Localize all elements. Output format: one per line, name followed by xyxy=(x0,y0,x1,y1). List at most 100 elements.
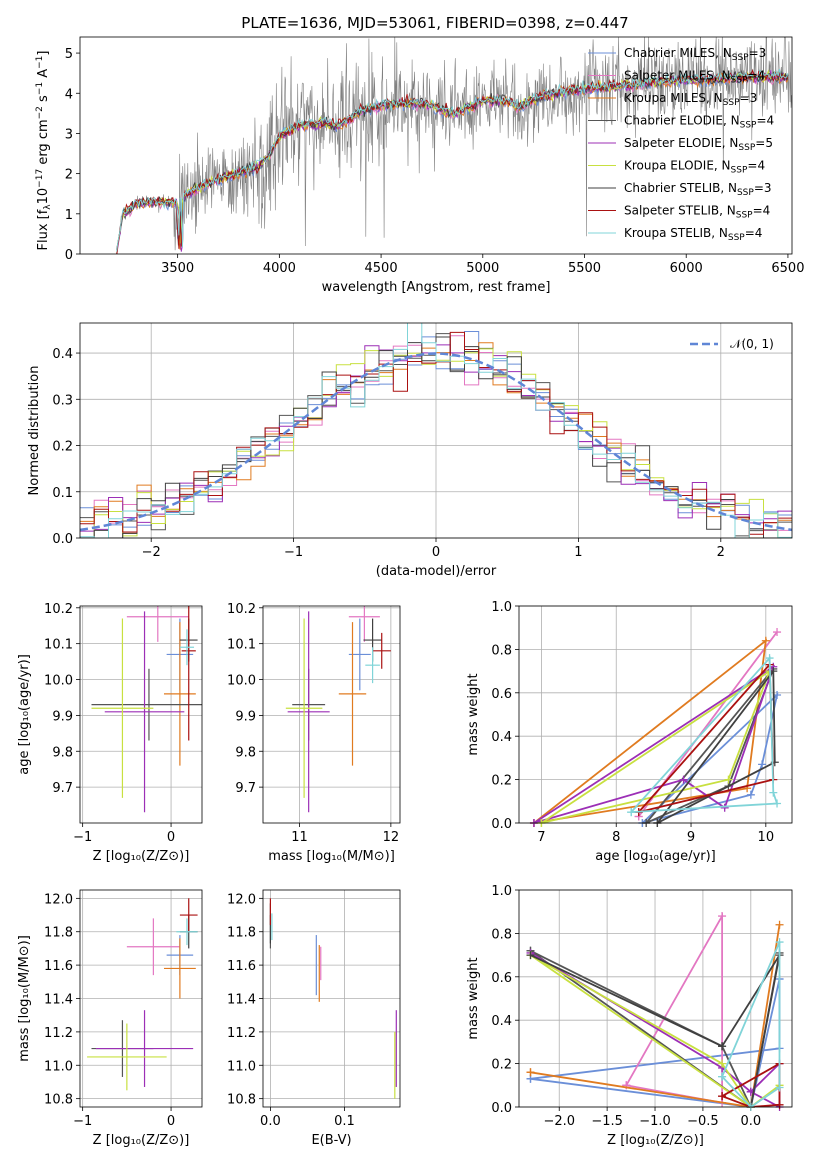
panel-weight-vs-metallicity: −2.0 −1.5 −1.0 −0.5 0.0 0.0 0.2 0.4 0.6 0.8 1.0 Z [… xyxy=(466,884,793,1148)
x-tick-label: 6000 xyxy=(670,261,703,276)
x-tick-label: 3500 xyxy=(161,261,194,276)
legend-label: Chabrier ELODIE, NSSP=4 xyxy=(624,114,774,131)
y-tick-label: 0.8 xyxy=(491,643,512,658)
y-tick-label: 4 xyxy=(65,87,73,102)
weight-series-5 xyxy=(540,668,772,823)
y-label-part: erg cm xyxy=(36,119,51,168)
y-tick-label: 10.1 xyxy=(227,638,256,653)
weight-marker xyxy=(718,1072,727,1081)
y-label-part: A xyxy=(36,69,51,82)
y-tick-label: 0 xyxy=(65,248,73,263)
legend-label: Kroupa MILES, NSSP=3 xyxy=(624,91,757,108)
y-tick-label: 0.0 xyxy=(491,1101,512,1116)
x-tick-label: −2.0 xyxy=(543,1114,575,1129)
y-tick-label: 0.3 xyxy=(52,393,73,408)
legend-subscript: SSP xyxy=(738,143,755,153)
axes-frame xyxy=(79,889,203,1108)
weight-marker xyxy=(720,803,729,812)
y-axis-label: mass [log₁₀(M/M⊙)] xyxy=(17,935,32,1062)
observed-spectrum xyxy=(120,37,792,251)
y-tick-label: 10.0 xyxy=(227,674,256,689)
y-tick-label: 10.2 xyxy=(44,602,73,617)
weight-marker xyxy=(718,1042,727,1051)
x-tick-label: −1.0 xyxy=(639,1114,671,1129)
axes-frame xyxy=(518,605,793,824)
weight-marker xyxy=(775,1083,784,1092)
y-tick-label: 1.0 xyxy=(491,600,512,615)
weight-marker xyxy=(724,775,733,784)
y-tick-label: 5 xyxy=(65,47,73,62)
weight-marker xyxy=(761,636,770,645)
x-axis-label: Z [log₁₀(Z/Z⊙)] xyxy=(93,849,190,864)
y-tick-label: 10.2 xyxy=(227,602,256,617)
weight-marker xyxy=(526,951,535,960)
axes-frame xyxy=(79,322,793,539)
y-label-part: s xyxy=(36,95,51,106)
y-tick-label: 12.0 xyxy=(227,892,256,907)
y-tick-label: 0.4 xyxy=(491,730,512,745)
weight-marker xyxy=(775,938,784,947)
panel-spectrum: 3500 4000 4500 5000 5500 6000 6500 0 1 2 3 4 5 Chabri… xyxy=(35,36,804,295)
y-tick-label: 10.1 xyxy=(44,638,73,653)
weight-marker xyxy=(718,1059,727,1068)
legend-subscript: SSP xyxy=(737,188,754,198)
legend-tail: =4 xyxy=(747,69,765,83)
y-label-part: −17 xyxy=(35,169,45,188)
weight-series-4 xyxy=(533,664,776,823)
weight-marker xyxy=(718,1092,727,1101)
x-axis-label: (data-model)/error xyxy=(376,564,497,579)
legend-label: Chabrier STELIB, NSSP=3 xyxy=(624,181,772,198)
y-tick-label: 11.6 xyxy=(227,959,256,974)
y-tick-label: 9.7 xyxy=(235,781,256,796)
weight-series-3 xyxy=(645,668,775,823)
weight-marker xyxy=(773,799,782,808)
legend-label: Kroupa ELODIE, NSSP=4 xyxy=(624,159,765,176)
legend-label: Chabrier MILES, NSSP=3 xyxy=(624,46,766,63)
axes-frame xyxy=(518,889,793,1108)
y-tick-label: 10.8 xyxy=(227,1093,256,1108)
x-tick-label: −2 xyxy=(142,545,161,560)
y-tick-label: 11.2 xyxy=(44,1026,73,1041)
weight-series-6 xyxy=(530,954,781,1107)
y-tick-label: 9.9 xyxy=(235,709,256,724)
x-tick-label: −0.5 xyxy=(687,1114,719,1129)
y-tick-label: 0.1 xyxy=(52,486,73,501)
y-tick-label: 0.8 xyxy=(491,927,512,942)
x-tick-label: 0.1 xyxy=(334,1114,355,1129)
weight-marker xyxy=(679,775,688,784)
legend-label: Kroupa STELIB, NSSP=4 xyxy=(624,226,762,243)
x-tick-label: −1 xyxy=(73,1114,92,1129)
x-axis-label: mass [log₁₀(M/M⊙)] xyxy=(268,849,395,864)
x-tick-label: 0 xyxy=(167,830,175,845)
weight-marker xyxy=(746,790,755,799)
y-tick-label: 1 xyxy=(65,208,73,223)
y-tick-label: 11.4 xyxy=(227,993,256,1008)
legend-subscript: SSP xyxy=(731,166,748,176)
x-tick-label: 5000 xyxy=(466,261,499,276)
x-tick-label: 10 xyxy=(758,830,775,845)
y-label-part: λ xyxy=(43,204,53,210)
y-tick-label: 9.7 xyxy=(52,781,73,796)
x-tick-label: 8 xyxy=(612,830,620,845)
y-tick-label: 2 xyxy=(65,168,73,183)
y-tick-label: 11.8 xyxy=(227,926,256,941)
x-axis-label: Z [log₁₀(Z/Z⊙)] xyxy=(93,1133,190,1148)
weight-marker xyxy=(775,1100,784,1109)
legend-tail: =3 xyxy=(754,181,772,195)
x-axis-label: wavelength [Angstrom, rest frame] xyxy=(322,280,551,295)
legend-tail: =4 xyxy=(747,159,765,173)
legend-tail: =3 xyxy=(749,46,767,60)
panel-age-vs-metallicity: −1 0 9.7 9.8 9.9 10.0 10.1 10.2 Z [log₁₀(Z/Z⊙)] a… xyxy=(17,602,203,864)
weight-series-6 xyxy=(656,668,776,823)
axes-frame xyxy=(262,605,401,824)
y-tick-label: 1.0 xyxy=(491,884,512,899)
y-tick-label: 0.4 xyxy=(52,347,73,362)
y-tick-label: 0.2 xyxy=(491,774,512,789)
panel-weight-vs-age: 7 8 9 10 0.0 0.2 0.4 0.6 0.8 1.0 age [log₁₀(age/yr… xyxy=(466,600,793,864)
legend-subscript: SSP xyxy=(728,233,745,243)
legend-tail: =5 xyxy=(755,136,773,150)
y-axis-label: Normed distribution xyxy=(27,366,42,496)
weight-series-5 xyxy=(529,954,781,1107)
y-tick-label: 11.0 xyxy=(44,1059,73,1074)
x-tick-label: 6500 xyxy=(771,261,804,276)
